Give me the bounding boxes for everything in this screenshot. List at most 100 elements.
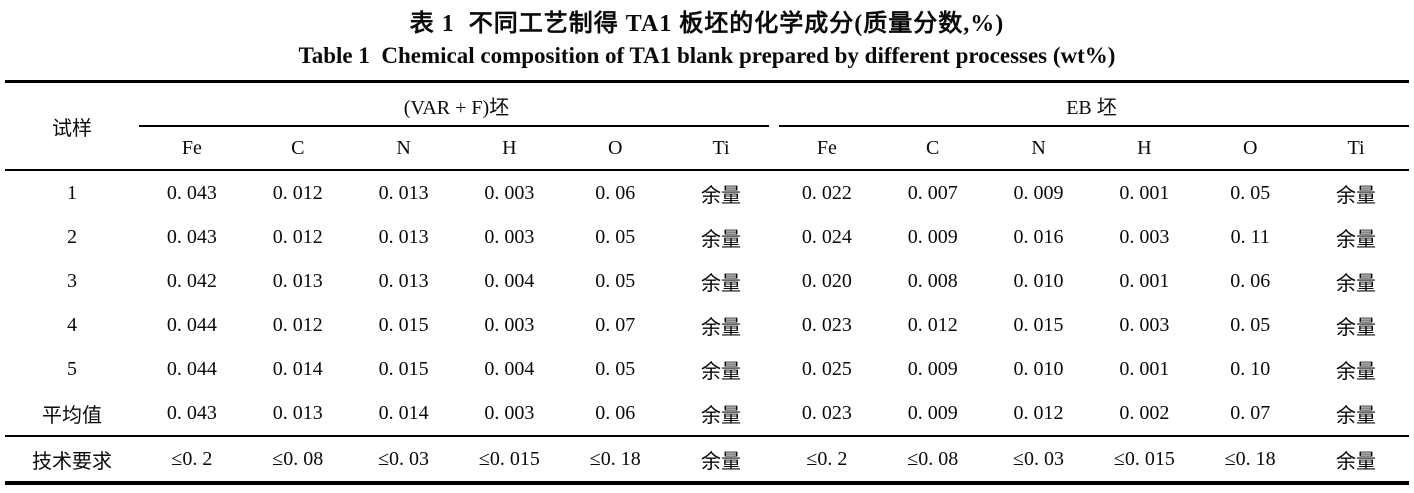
value-cell: 0. 015 <box>378 357 429 380</box>
value-cell: 0. 003 <box>484 401 535 424</box>
value-cell: 0. 008 <box>907 269 958 292</box>
table-caption-zh: 表 1 不同工艺制得 TA1 板坯的化学成分(质量分数,%) <box>409 11 1005 37</box>
value-cell: ≤0. 03 <box>985 435 1092 483</box>
row-label-cell: 技术要求 <box>5 435 139 483</box>
value-cell: 0. 010 <box>1013 269 1064 292</box>
value-cell: 0. 016 <box>1013 225 1064 248</box>
value-cell: 0. 003 <box>1119 313 1170 336</box>
value-cell: 0. 05 <box>595 269 636 292</box>
value-cell: 余量 <box>668 435 774 483</box>
value-cell: 0. 004 <box>484 357 535 380</box>
value-cell: 0. 013 <box>378 269 429 292</box>
composition-table: 试样 (VAR + F)坯 EB 坯 Fe C N H O Ti Fe C N … <box>5 80 1410 485</box>
row-label-cell: 3 <box>67 269 77 292</box>
row-label-cell: 4 <box>67 313 77 336</box>
value-cell: 余量 <box>1336 184 1377 207</box>
value-cell: 0. 014 <box>378 401 429 424</box>
row-label-cell: 1 <box>67 181 77 204</box>
value-cell: 0. 001 <box>1119 269 1170 292</box>
element-header-row: Fe C N H O Ti Fe C N H O Ti <box>5 127 1409 171</box>
table-caption-en: Table 1 Chemical composition of TA1 blan… <box>298 43 1116 68</box>
table-row: 技术要求 ≤0. 2 ≤0. 08 ≤0. 03 ≤0. 015 ≤0. 18 余量 ≤0. … <box>5 435 1409 483</box>
value-cell: 余量 <box>1336 316 1377 339</box>
value-cell: 余量 <box>1303 435 1409 483</box>
table-body: 1 0. 043 0. 012 0. 013 0. 003 0. 06 余量 0. 022 0.… <box>5 170 1409 483</box>
value-cell: 0. 020 <box>801 269 852 292</box>
table-row: 平均值 0. 043 0. 013 0. 014 0. 003 0. 06 余量 0. 023… <box>5 391 1409 436</box>
value-cell: 0. 012 <box>907 313 958 336</box>
value-cell: 余量 <box>701 360 742 383</box>
value-cell: 0. 05 <box>1230 313 1271 336</box>
value-cell: 0. 012 <box>1013 401 1064 424</box>
col-header-varf-o: O <box>562 127 669 171</box>
row-label-cell: 2 <box>67 225 77 248</box>
value-cell: 0. 015 <box>1013 313 1064 336</box>
value-cell: ≤0. 08 <box>879 435 986 483</box>
value-cell: 0. 022 <box>801 181 852 204</box>
value-cell: 0. 002 <box>1119 401 1170 424</box>
value-cell: 0. 013 <box>378 225 429 248</box>
col-header-eb-o: O <box>1197 127 1304 171</box>
col-header-eb-ti: Ti <box>1303 127 1409 171</box>
value-cell: 0. 023 <box>801 313 852 336</box>
value-cell: 0. 044 <box>166 313 217 336</box>
value-cell: 0. 009 <box>907 401 958 424</box>
col-header-varf-h: H <box>456 127 563 171</box>
table-row: 3 0. 042 0. 013 0. 013 0. 004 0. 05 余量 0. 020 0.… <box>5 259 1409 303</box>
value-cell: 0. 043 <box>166 401 217 424</box>
value-cell: ≤0. 2 <box>773 435 880 483</box>
value-cell: 0. 003 <box>484 313 535 336</box>
col-header-eb-h: H <box>1091 127 1198 171</box>
value-cell: ≤0. 08 <box>244 435 351 483</box>
value-cell: 余量 <box>701 316 742 339</box>
row-label-cell: 平均值 <box>42 404 102 427</box>
value-cell: 0. 003 <box>484 181 535 204</box>
value-cell: 0. 001 <box>1119 357 1170 380</box>
table-row: 5 0. 044 0. 014 0. 015 0. 004 0. 05 余量 0. 025 0.… <box>5 347 1409 391</box>
value-cell: 余量 <box>1336 404 1377 427</box>
value-cell: 0. 023 <box>801 401 852 424</box>
col-header-varf-c: C <box>244 127 351 171</box>
value-cell: 余量 <box>701 404 742 427</box>
value-cell: 0. 015 <box>378 313 429 336</box>
value-cell: 0. 05 <box>595 225 636 248</box>
value-cell: 0. 05 <box>1230 181 1271 204</box>
value-cell: 余量 <box>701 272 742 295</box>
value-cell: 0. 06 <box>595 401 636 424</box>
value-cell: ≤0. 18 <box>562 435 669 483</box>
value-cell: 余量 <box>1336 360 1377 383</box>
value-cell: 0. 009 <box>1013 181 1064 204</box>
value-cell: 0. 10 <box>1230 357 1271 380</box>
value-cell: 0. 013 <box>272 269 323 292</box>
value-cell: ≤0. 015 <box>1091 435 1198 483</box>
value-cell: ≤0. 03 <box>350 435 457 483</box>
value-cell: 余量 <box>701 228 742 251</box>
col-header-eb-fe: Fe <box>773 127 880 171</box>
col-header-varf-n: N <box>350 127 457 171</box>
col-header-eb-n: N <box>985 127 1092 171</box>
value-cell: 0. 003 <box>484 225 535 248</box>
value-cell: 余量 <box>1336 272 1377 295</box>
col-header-varf-ti: Ti <box>668 127 774 171</box>
value-cell: 0. 009 <box>907 225 958 248</box>
row-label-cell: 5 <box>67 357 77 380</box>
group-header-row: 试样 (VAR + F)坯 EB 坯 <box>5 81 1410 171</box>
value-cell: ≤0. 015 <box>456 435 563 483</box>
table-row: 2 0. 043 0. 012 0. 013 0. 003 0. 05 余量 0. 024 0.… <box>5 215 1409 259</box>
value-cell: 0. 013 <box>272 401 323 424</box>
value-cell: 0. 07 <box>595 313 636 336</box>
value-cell: 0. 043 <box>166 225 217 248</box>
value-cell: 0. 007 <box>907 181 958 204</box>
value-cell: 0. 013 <box>378 181 429 204</box>
value-cell: 0. 010 <box>1013 357 1064 380</box>
group-header-eb: EB 坯 <box>774 82 1410 128</box>
value-cell: 0. 012 <box>272 181 323 204</box>
value-cell: ≤0. 2 <box>139 435 245 483</box>
value-cell: 0. 06 <box>595 181 636 204</box>
value-cell: 0. 001 <box>1119 181 1170 204</box>
value-cell: 0. 009 <box>907 357 958 380</box>
value-cell: 0. 11 <box>1230 225 1270 248</box>
value-cell: 0. 043 <box>166 181 217 204</box>
table-row: 1 0. 043 0. 012 0. 013 0. 003 0. 06 余量 0. 022 0.… <box>5 170 1409 215</box>
